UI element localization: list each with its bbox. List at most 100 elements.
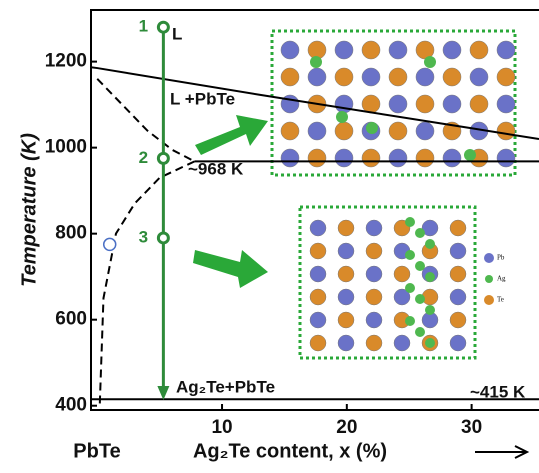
atom [334, 121, 354, 141]
atom [442, 40, 462, 60]
atom [393, 265, 411, 283]
atom [310, 56, 322, 68]
atom [442, 67, 462, 87]
x-tick-label: 20 [336, 417, 357, 438]
atom [388, 40, 408, 60]
atom [309, 311, 327, 329]
atom [421, 219, 439, 237]
atom [415, 261, 425, 271]
atom [334, 148, 354, 168]
atom [496, 40, 516, 60]
y-tick-label: 800 [55, 223, 87, 244]
big-arrow [195, 115, 268, 155]
atom [393, 288, 411, 306]
atom [449, 265, 467, 283]
x-origin-label: PbTe [73, 440, 120, 462]
atom [449, 242, 467, 260]
big-arrow [193, 250, 268, 288]
atom [415, 94, 435, 114]
atom [309, 242, 327, 260]
inset-solid [298, 205, 477, 360]
cooling-arrow-head [157, 386, 170, 400]
atom [337, 219, 355, 237]
x-direction-arrow [475, 445, 530, 459]
y-tick-label: 1200 [45, 51, 87, 72]
atom [366, 122, 378, 134]
legend-swatch [485, 275, 493, 283]
atom [361, 148, 381, 168]
annotation: L [172, 24, 182, 43]
x-tick-label: 30 [461, 417, 482, 438]
atom [496, 94, 516, 114]
atom [337, 311, 355, 329]
open-point [102, 237, 117, 252]
atom [307, 148, 327, 168]
atom [405, 217, 415, 227]
atom [496, 67, 516, 87]
y-tick-label: 600 [55, 309, 87, 330]
atom [309, 288, 327, 306]
atom [280, 67, 300, 87]
phase-boundary [98, 160, 196, 406]
atom [336, 111, 348, 123]
atom [361, 94, 381, 114]
atom [442, 148, 462, 168]
y-tick-label: 1000 [45, 137, 87, 158]
legend-swatch [484, 295, 494, 305]
atom [425, 305, 435, 315]
atom [361, 40, 381, 60]
x-tick-label: 10 [211, 417, 232, 438]
path-point [156, 231, 170, 245]
atom [334, 67, 354, 87]
atom [280, 40, 300, 60]
atom [365, 288, 383, 306]
y-tick-label: 400 [55, 395, 87, 416]
path-point-label: 3 [139, 227, 148, 246]
annotation: ~968 K [188, 159, 244, 178]
annotation: Ag₂Te+PbTe [176, 377, 275, 396]
atom [280, 121, 300, 141]
annotation: ~415 K [470, 382, 526, 401]
atom [415, 228, 425, 238]
annotation: L +PbTe [170, 89, 235, 108]
atom [361, 67, 381, 87]
atom [334, 40, 354, 60]
legend-label: Ag [497, 275, 506, 283]
atom [393, 334, 411, 352]
atom [405, 283, 415, 293]
atom [280, 148, 300, 168]
atom [334, 94, 354, 114]
atom [469, 40, 489, 60]
path-point [156, 151, 170, 165]
axis-frame [90, 9, 539, 411]
atom [449, 334, 467, 352]
atom [405, 316, 415, 326]
atom [469, 94, 489, 114]
atom [442, 94, 462, 114]
atoms [280, 40, 516, 352]
atom [337, 242, 355, 260]
atom [464, 149, 476, 161]
atom [449, 311, 467, 329]
atom [415, 67, 435, 87]
atom [307, 121, 327, 141]
atom [425, 239, 435, 249]
atom [309, 334, 327, 352]
atom [469, 67, 489, 87]
atom [415, 121, 435, 141]
path-point [156, 20, 170, 34]
x-axis-label: Ag₂Te content, x (%) [193, 440, 387, 462]
atom [337, 265, 355, 283]
atom [365, 265, 383, 283]
atom [365, 311, 383, 329]
atom [415, 148, 435, 168]
legend-label: Pb [497, 254, 505, 262]
atom [337, 288, 355, 306]
atom [388, 94, 408, 114]
atom [405, 250, 415, 260]
atom [449, 288, 467, 306]
atom [449, 219, 467, 237]
atom [388, 67, 408, 87]
atom [337, 334, 355, 352]
